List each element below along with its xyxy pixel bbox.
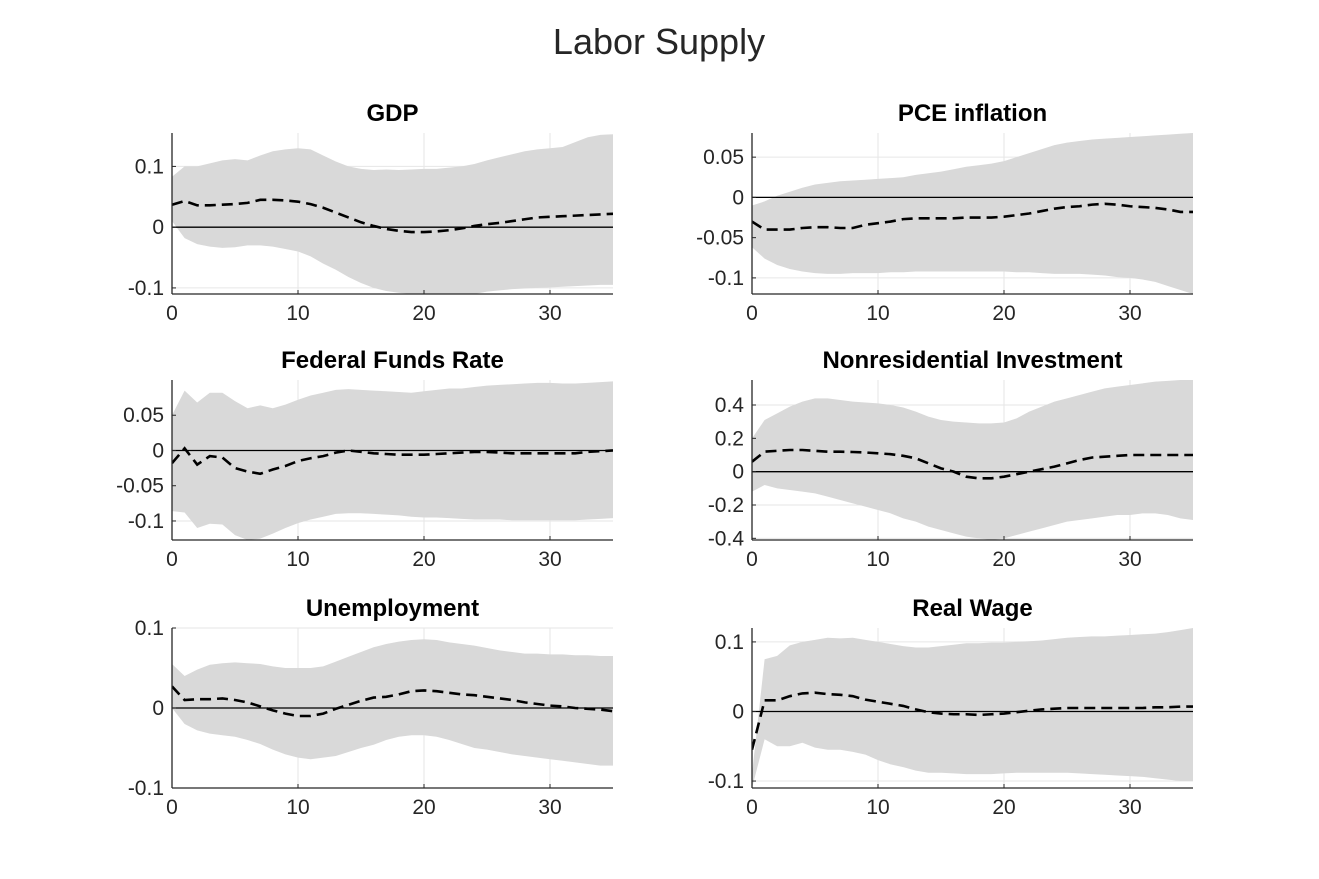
x-tick-label: 20 bbox=[412, 796, 435, 819]
y-tick-label: -0.05 bbox=[696, 227, 744, 250]
x-tick-label: 30 bbox=[538, 548, 561, 571]
y-tick-label: 0 bbox=[732, 186, 744, 209]
x-tick-label: 10 bbox=[866, 796, 889, 819]
y-tick-label: 0.1 bbox=[715, 631, 744, 654]
plot-area bbox=[752, 133, 1193, 294]
median-response-line bbox=[752, 448, 1193, 480]
y-tick-label: 0 bbox=[732, 461, 744, 484]
plot-area bbox=[172, 639, 613, 766]
x-tick-label: 20 bbox=[412, 302, 435, 325]
y-tick-label: 0.2 bbox=[715, 427, 744, 450]
x-tick-label: 20 bbox=[992, 796, 1015, 819]
panel-title: PCE inflation bbox=[898, 100, 1047, 127]
x-tick-label: 10 bbox=[286, 548, 309, 571]
x-tick-label: 30 bbox=[538, 796, 561, 819]
x-tick-label: 0 bbox=[166, 548, 178, 571]
x-tick-label: 30 bbox=[1118, 302, 1141, 325]
y-tick-label: -0.05 bbox=[116, 475, 164, 498]
y-tick-label: -0.1 bbox=[708, 770, 744, 793]
x-tick-label: 0 bbox=[746, 796, 758, 819]
panel-title: Real Wage bbox=[912, 595, 1032, 622]
panel-federal-funds-rate: 0 10 20 30 -0.1 -0.05 0 0.05 Federal Funds Rate bbox=[116, 347, 613, 571]
x-tick-label: 10 bbox=[866, 548, 889, 571]
plot-area bbox=[172, 381, 613, 540]
panel-pce-inflation: 0 10 20 30 -0.1 -0.05 0 0.05 PCE inflation bbox=[696, 100, 1193, 325]
y-tick-label: -0.4 bbox=[708, 527, 745, 550]
y-tick-label: -0.1 bbox=[128, 777, 164, 800]
y-tick-label: -0.1 bbox=[128, 277, 164, 300]
x-tick-label: 20 bbox=[412, 548, 435, 571]
confidence-band bbox=[172, 134, 613, 294]
confidence-band bbox=[752, 380, 1193, 540]
y-tick-label: 0.1 bbox=[135, 617, 164, 640]
confidence-band bbox=[172, 381, 613, 540]
x-tick-label: 20 bbox=[992, 302, 1015, 325]
y-tick-label: -0.1 bbox=[708, 267, 744, 290]
median-response-line bbox=[172, 446, 613, 476]
panel-title: Nonresidential Investment bbox=[822, 347, 1122, 374]
x-tick-label: 10 bbox=[286, 796, 309, 819]
y-tick-label: 0 bbox=[152, 697, 164, 720]
y-tick-label: 0 bbox=[152, 439, 164, 462]
median-response-line bbox=[752, 202, 1193, 231]
x-tick-label: 20 bbox=[992, 548, 1015, 571]
median-response-line bbox=[172, 685, 613, 718]
y-tick-label: -0.1 bbox=[128, 510, 164, 533]
y-tick-label: 0 bbox=[732, 700, 744, 723]
panel-title: GDP bbox=[366, 100, 418, 127]
y-tick-label: -0.2 bbox=[708, 494, 744, 517]
x-tick-label: 0 bbox=[166, 796, 178, 819]
confidence-band bbox=[752, 628, 1193, 788]
x-tick-label: 10 bbox=[866, 302, 889, 325]
panel-nonresidential-investment: 0 10 20 30 -0.4 -0.2 0 0.2 0.4 Nonresidential Inv… bbox=[708, 347, 1193, 571]
x-tick-label: 0 bbox=[746, 548, 758, 571]
x-tick-label: 30 bbox=[1118, 796, 1141, 819]
confidence-band bbox=[752, 133, 1193, 294]
median-response-line bbox=[752, 691, 1193, 751]
y-tick-label: 0.1 bbox=[135, 155, 164, 178]
y-tick-label: 0.4 bbox=[715, 394, 745, 417]
x-tick-label: 10 bbox=[286, 302, 309, 325]
confidence-band bbox=[172, 639, 613, 766]
y-tick-label: 0 bbox=[152, 216, 164, 239]
panel-title: Federal Funds Rate bbox=[281, 347, 504, 374]
panel-title: Unemployment bbox=[306, 595, 479, 622]
x-tick-label: 30 bbox=[538, 302, 561, 325]
median-response-line bbox=[172, 198, 613, 234]
x-tick-label: 0 bbox=[746, 302, 758, 325]
x-tick-label: 30 bbox=[1118, 548, 1141, 571]
plot-area bbox=[752, 380, 1193, 540]
y-tick-label: 0.05 bbox=[123, 404, 164, 427]
y-tick-label: 0.05 bbox=[703, 146, 744, 169]
x-tick-label: 0 bbox=[166, 302, 178, 325]
plot-area bbox=[752, 628, 1193, 788]
figure-title: Labor Supply bbox=[553, 21, 765, 62]
plot-area bbox=[172, 134, 613, 294]
